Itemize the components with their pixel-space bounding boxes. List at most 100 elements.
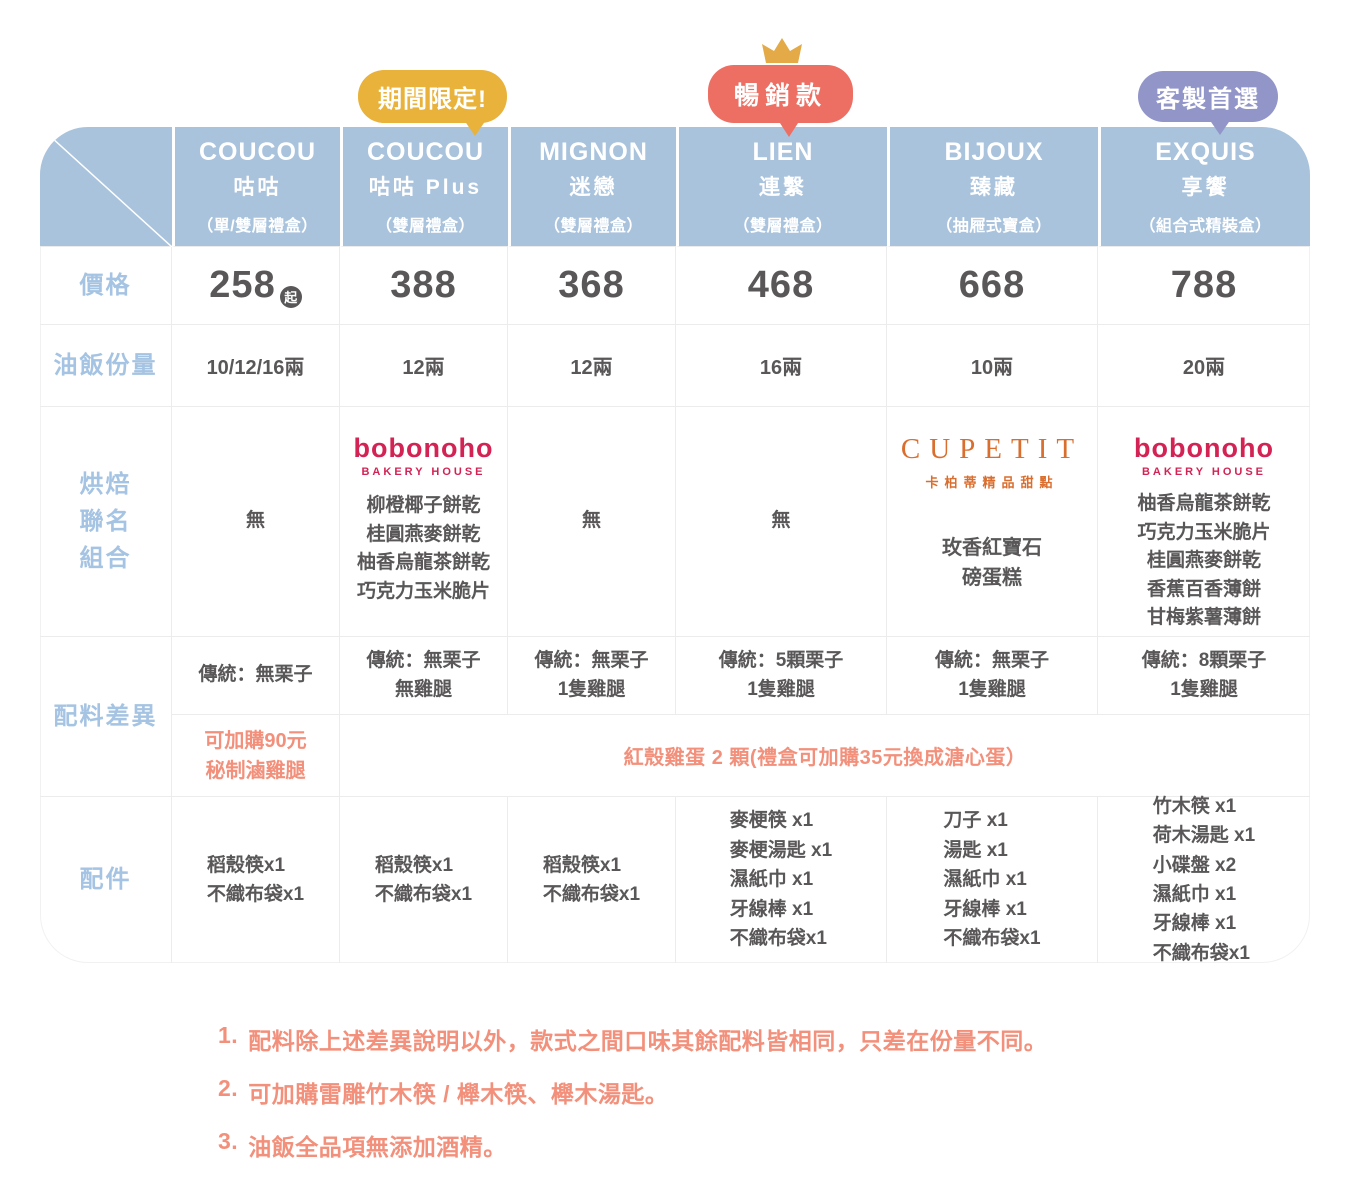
addon-drumstick-note: 可加購90元 秘制滷雞腿	[172, 715, 340, 797]
bestseller-badge-label: 暢銷款	[708, 65, 854, 123]
difference-cell: 傳統：無栗子 1隻雞腿	[887, 637, 1098, 715]
price-cell: 468	[676, 247, 887, 325]
difference-cell: 傳統：8顆栗子 1隻雞腿	[1098, 637, 1310, 715]
product-name-en: BIJOUX	[944, 137, 1044, 166]
portion-cell: 12兩	[340, 325, 508, 407]
cupetit-logo-subtitle: 卡柏蒂精品甜點	[925, 475, 1059, 490]
product-name-en: COUCOU	[198, 137, 317, 166]
portion-cell: 10/12/16兩	[172, 325, 340, 407]
accessories-cell: 稻殼筷x1 不織布袋x1	[172, 797, 340, 963]
product-box-type: （雙層禮盒）	[375, 217, 475, 235]
cupetit-logo: CUPETIT	[900, 433, 1084, 465]
bestseller-badge: 暢銷款	[708, 65, 854, 137]
bakery-cell: bobonoho BAKERY HOUSE 柚香烏龍茶餅乾 巧克力玉米脆片 桂圓…	[1098, 407, 1310, 637]
header-mignon: MIGNON 迷戀 （雙層禮盒）	[508, 127, 676, 247]
accessories-cell: 稻殼筷x1 不織布袋x1	[508, 797, 676, 963]
note-2: 2. 可加購雷雕竹木筷 / 櫸木筷、櫸木湯匙。	[218, 1075, 1047, 1109]
product-name-zh: 咕咕 Plus	[368, 175, 483, 199]
accessories-cell: 麥梗筷 x1 麥梗湯匙 x1 濕紙巾 x1 牙線棒 x1 不織布袋x1	[676, 797, 887, 963]
note-number: 3.	[218, 1128, 239, 1154]
product-name-en: MIGNON	[539, 137, 648, 166]
product-box-type: （抽屜式寶盒）	[936, 217, 1052, 235]
product-name-zh: 迷戀	[569, 175, 618, 199]
corner-diagonal-line	[40, 127, 172, 247]
portion-cell: 20兩	[1098, 325, 1310, 407]
bakery-items: 玫香紅寶石 磅蛋糕	[942, 537, 1042, 589]
custom-badge-tail	[1209, 119, 1231, 135]
bobonoho-logo-subtitle: BAKERY HOUSE	[361, 466, 486, 478]
note-1: 1. 配料除上述差異說明以外，款式之間口味其餘配料皆相同，只差在份量不同。	[218, 1022, 1047, 1056]
bakery-items: 柳橙椰子餅乾 桂圓燕麥餅乾 柚香烏龍茶餅乾 巧克力玉米脆片	[356, 495, 490, 602]
difference-cell: 傳統：無栗子 無雞腿	[340, 637, 508, 715]
custom-badge-label: 客製首選	[1138, 71, 1278, 122]
accessories-list: 麥梗筷 x1 麥梗湯匙 x1 濕紙巾 x1 牙線棒 x1 不織布袋x1	[729, 810, 833, 950]
difference-cell: 傳統：無栗子	[172, 637, 340, 715]
bakery-cell: CUPETIT 卡柏蒂精品甜點 玫香紅寶石 磅蛋糕	[887, 407, 1098, 637]
accessories-list: 稻殼筷x1 不織布袋x1	[542, 854, 641, 905]
accessories-list: 刀子 x1 湯匙 x1 濕紙巾 x1 牙線棒 x1 不織布袋x1	[943, 810, 1041, 950]
footer-notes: 1. 配料除上述差異說明以外，款式之間口味其餘配料皆相同，只差在份量不同。 2.…	[218, 1022, 1047, 1181]
price-cell: 668	[887, 247, 1098, 325]
difference-cell: 傳統：5顆栗子 1隻雞腿	[676, 637, 887, 715]
price-value: 258	[209, 264, 276, 306]
bakery-cell: 無	[676, 407, 887, 637]
price-cell: 788	[1098, 247, 1310, 325]
product-name-zh: 享饗	[1181, 175, 1230, 199]
row-label-price: 價格	[40, 247, 172, 325]
row-label-difference: 配料差異	[40, 637, 172, 797]
product-name-en: EXQUIS	[1155, 137, 1256, 166]
product-name-zh: 咕咕	[233, 175, 282, 199]
accessories-cell: 竹木筷 x1 荷木湯匙 x1 小碟盤 x2 濕紙巾 x1 牙線棒 x1 不織布袋…	[1098, 796, 1310, 963]
accessories-cell: 刀子 x1 湯匙 x1 濕紙巾 x1 牙線棒 x1 不織布袋x1	[887, 797, 1098, 963]
portion-cell: 16兩	[676, 325, 887, 407]
note-number: 1.	[218, 1022, 239, 1048]
bakery-items: 柚香烏龍茶餅乾 巧克力玉米脆片 桂圓燕麥餅乾 香蕉百香薄餅 甘梅紫薯薄餅	[1137, 493, 1271, 628]
header-corner-cell	[40, 127, 172, 247]
portion-cell: 10兩	[887, 325, 1098, 407]
row-label-bakery: 烘焙 聯名 組合	[40, 407, 172, 637]
egg-note: 紅殼雞蛋 2 顆(禮盒可加購35元換成溏心蛋）	[340, 715, 1310, 797]
header-lien: LIEN 連繫 （雙層禮盒）	[676, 127, 887, 247]
portion-cell: 12兩	[508, 325, 676, 407]
note-text: 配料除上述差異說明以外，款式之間口味其餘配料皆相同，只差在份量不同。	[248, 1028, 1048, 1054]
bakery-cell: 無	[172, 407, 340, 637]
limited-badge: 期間限定!	[358, 70, 507, 136]
accessories-list: 竹木筷 x1 荷木湯匙 x1 小碟盤 x2 濕紙巾 x1 牙線棒 x1 不織布袋…	[1152, 795, 1256, 963]
accessories-cell: 稻殼筷x1 不織布袋x1	[340, 797, 508, 963]
product-box-type: （雙層禮盒）	[733, 217, 833, 235]
price-cell: 258 起	[172, 247, 340, 325]
bakery-cell: bobonoho BAKERY HOUSE 柳橙椰子餅乾 桂圓燕麥餅乾 柚香烏龍…	[340, 407, 508, 637]
limited-badge-tail	[463, 120, 486, 136]
note-3: 3. 油飯全品項無添加酒精。	[218, 1128, 1047, 1162]
accessories-list: 稻殼筷x1 不織布袋x1	[374, 854, 473, 905]
product-box-type: （雙層禮盒）	[543, 217, 643, 235]
bestseller-badge-tail	[777, 120, 800, 137]
note-text: 可加購雷雕竹木筷 / 櫸木筷、櫸木湯匙。	[248, 1081, 669, 1107]
product-box-type: （組合式精裝盒）	[1139, 217, 1272, 235]
header-bijoux: BIJOUX 臻藏 （抽屜式寶盒）	[887, 127, 1098, 247]
bakery-cell: 無	[508, 407, 676, 637]
product-box-type: （單/雙層禮盒）	[197, 217, 318, 235]
bobonoho-logo: bobonoho	[1134, 433, 1274, 463]
header-coucou-plus: COUCOU 咕咕 Plus （雙層禮盒）	[340, 127, 508, 247]
header-exquis: EXQUIS 享饗 （組合式精裝盒）	[1098, 127, 1310, 247]
comparison-table: COUCOU 咕咕 （單/雙層禮盒） COUCOU 咕咕 Plus （雙層禮盒）…	[40, 127, 1310, 963]
price-from-badge: 起	[279, 285, 302, 308]
bobonoho-logo-subtitle: BAKERY HOUSE	[1141, 466, 1267, 478]
row-label-portion: 油飯份量	[40, 325, 172, 407]
product-name-en: COUCOU	[366, 137, 485, 166]
crown-icon	[762, 38, 802, 63]
custom-badge: 客製首選	[1138, 71, 1278, 135]
accessories-list: 稻殼筷x1 不織布袋x1	[206, 854, 305, 905]
difference-cell: 傳統：無栗子 1隻雞腿	[508, 637, 676, 715]
note-text: 油飯全品項無添加酒精。	[248, 1134, 507, 1160]
header-coucou: COUCOU 咕咕 （單/雙層禮盒）	[172, 127, 340, 247]
bobonoho-logo: bobonoho	[353, 433, 494, 463]
limited-badge-label: 期間限定!	[358, 70, 507, 123]
product-name-zh: 連繫	[759, 175, 807, 199]
product-name-en: LIEN	[752, 137, 814, 166]
price-cell: 368	[508, 247, 676, 325]
row-label-accessories: 配件	[40, 797, 172, 963]
price-cell: 388	[340, 247, 508, 325]
note-number: 2.	[218, 1075, 239, 1101]
